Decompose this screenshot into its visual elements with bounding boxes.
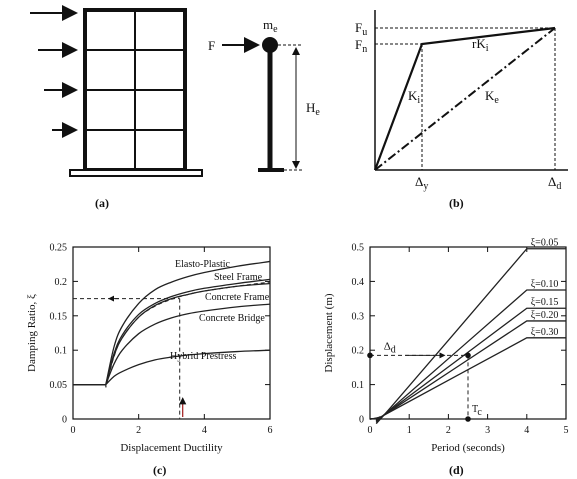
- spectrum-label-0-10: ξ=0.10: [531, 279, 559, 290]
- series-label-elasto-plastic: Elasto-Plastic: [175, 259, 231, 270]
- dd-label: Δd: [548, 174, 561, 192]
- caption-b: (b): [449, 196, 464, 210]
- y-tick-label: 0.5: [352, 243, 365, 254]
- y-tick-label: 0.05: [50, 380, 68, 391]
- y-tick-label: 0.15: [50, 311, 68, 322]
- tc-sub: c: [477, 407, 482, 418]
- x-tick-label: 5: [564, 425, 569, 436]
- x-tick-label: 3: [485, 425, 490, 436]
- lookup-point-period: [465, 416, 471, 422]
- series-label-concrete-frame: Concrete Frame: [205, 292, 270, 303]
- y-tick-label: 0.3: [352, 311, 365, 322]
- mass-circle: [262, 37, 278, 53]
- x-tick-label: 4: [202, 425, 207, 436]
- height-label: He: [306, 100, 320, 118]
- x-tick-label: 6: [268, 425, 273, 436]
- y-tick-label: 0.1: [352, 380, 365, 391]
- y-tick-label: 0.25: [50, 243, 68, 254]
- lookup-point: [465, 352, 471, 359]
- y-tick-label: 0: [62, 415, 67, 426]
- frame-building: [69, 8, 203, 177]
- fn-label: Fn: [355, 37, 367, 55]
- y-tick-label: 0.4: [352, 277, 365, 288]
- spectrum-label-0-15: ξ=0.15: [531, 297, 559, 308]
- panel-a: F me He (a): [30, 5, 320, 210]
- x-axis-label: Displacement Ductility: [120, 442, 223, 454]
- dashed-series-line: [105, 281, 271, 388]
- x-axis-label: Period (seconds): [431, 442, 505, 454]
- delta-d-symbol: Δ: [384, 340, 391, 352]
- y-tick-label: 0.2: [55, 277, 68, 288]
- displacement-spectrum-chart: 0 1 2 3 4 5 0 0.1 0.2 0.3 0.4 0.5 Period (seconds) Di…: [323, 238, 569, 454]
- spectrum-label-0-30: ξ=0.30: [531, 327, 559, 338]
- y-tick-label: 0.2: [352, 346, 365, 357]
- lateral-load-arrows: [30, 5, 78, 138]
- series-label-concrete-bridge: Concrete Bridge: [199, 313, 265, 324]
- x-tick-label: 0: [71, 425, 76, 436]
- series-line-hybrid-prestress: [73, 349, 271, 386]
- y-tick-label: 0.1: [55, 346, 68, 357]
- caption-d: (d): [449, 463, 464, 477]
- sdof-oscillator: F me He: [208, 17, 320, 172]
- series-label-hybrid-prestress: Hybrid Prestress: [170, 351, 236, 362]
- y-axis-label: Displacement (m): [323, 293, 335, 372]
- caption-c: (c): [153, 463, 166, 477]
- rki-label: rKi: [472, 36, 489, 54]
- ke-label: Ke: [485, 88, 499, 106]
- caption-a: (a): [95, 196, 109, 210]
- plot-frame: [72, 246, 271, 420]
- panel-b-guides: [375, 27, 556, 170]
- ki-label: Ki: [408, 88, 420, 106]
- x-tick-label: 0: [368, 425, 373, 436]
- x-tick-label: 4: [524, 425, 529, 436]
- bilinear-curve: [373, 26, 556, 171]
- y-axis-label: Damping Ratio, ξ: [26, 294, 38, 372]
- spectrum-line-0-30: [369, 337, 566, 421]
- series-line-steel-frame: [73, 278, 271, 386]
- tc-label: Tc: [472, 404, 482, 418]
- x-tick-label: 1: [407, 425, 412, 436]
- series-label-steel-frame: Steel Frame: [214, 272, 263, 283]
- delta-d-label: Δd: [384, 340, 396, 355]
- fu-label: Fu: [355, 20, 367, 38]
- series-line-concrete-bridge: [73, 303, 271, 386]
- x-tick-label: 2: [136, 425, 141, 436]
- secant-stiffness-line: [374, 27, 556, 171]
- force-label: F: [208, 38, 215, 53]
- spectrum-label-0-20: ξ=0.20: [531, 310, 559, 321]
- damping-chart: 0 2 4 6 0 0.05 0.1 0.15 0.2 0.25 Displacement Duct…: [26, 243, 273, 455]
- y-tick-label: 0: [359, 415, 364, 426]
- tc-symbol: T: [472, 404, 478, 415]
- dy-label: Δy: [415, 174, 428, 192]
- lookup-point-start: [367, 352, 373, 359]
- series-line-elasto-plastic: [73, 260, 271, 386]
- panel-b: Fu Fn Ki rKi Ke Δy Δd (b): [355, 10, 568, 210]
- mass-label: me: [263, 17, 278, 35]
- spectrum-label-0-05: ξ=0.05: [531, 238, 559, 249]
- x-tick-label: 2: [446, 425, 451, 436]
- panel-b-axes: [374, 10, 568, 171]
- delta-d-sub: d: [391, 344, 396, 355]
